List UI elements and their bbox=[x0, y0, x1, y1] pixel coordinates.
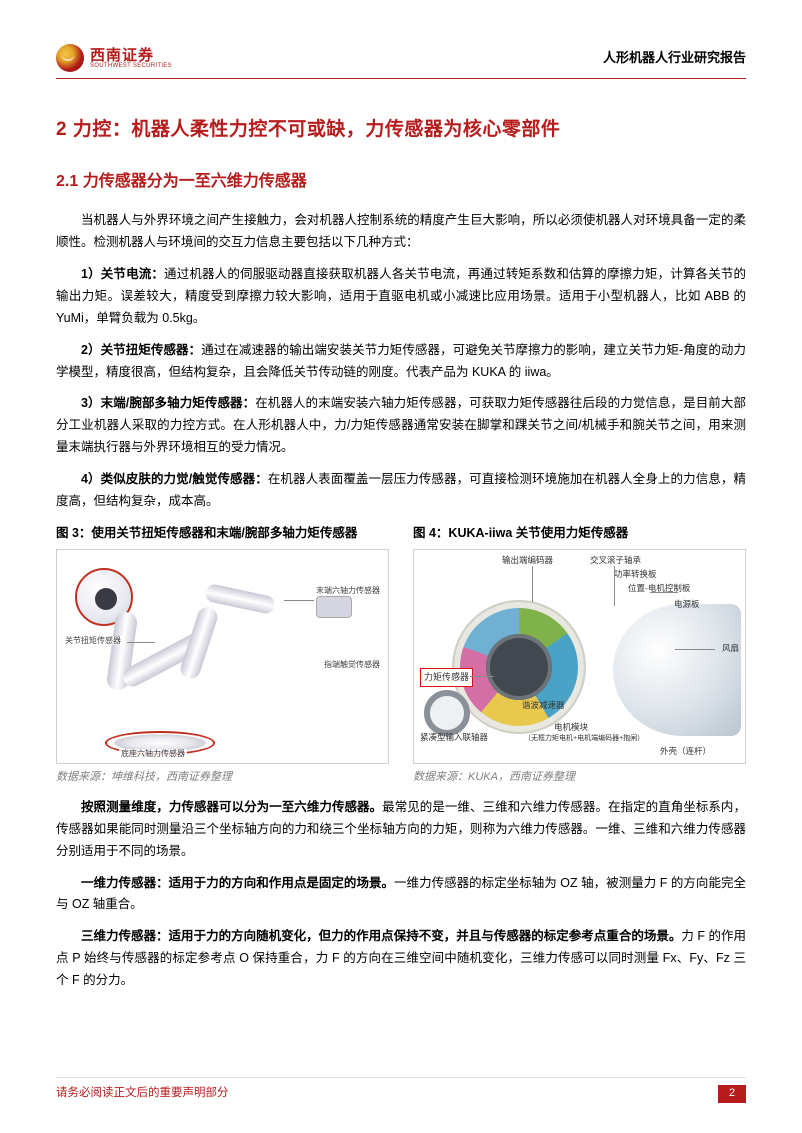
logo-cn: 西南证券 bbox=[90, 48, 172, 63]
figure-4: 图 4：KUKA-iiwa 关节使用力矩传感器 输出端编码器 交叉滚子轴承 功率… bbox=[413, 523, 746, 787]
method-2: 2）关节扭矩传感器：通过在减速器的输出端安装关节力矩传感器，可避免关节摩擦力的影… bbox=[56, 340, 746, 384]
method-4: 4）类似皮肤的力觉/触觉传感器：在机器人表面覆盖一层压力传感器，可直接检测环境施… bbox=[56, 469, 746, 513]
figure-3-title: 图 3：使用关节扭矩传感器和末端/腕部多轴力矩传感器 bbox=[56, 523, 389, 545]
label-power-pcb: 功率转换板 bbox=[614, 570, 657, 579]
method-3: 3）末端/腕部多轴力矩传感器：在机器人的末端安装六轴力矩传感器，可获取力矩传感器… bbox=[56, 393, 746, 459]
logo-en: SOUTHWEST SECURITIES bbox=[90, 63, 172, 69]
method-1-label: 1）关节电流： bbox=[81, 267, 164, 281]
logo-text: 西南证券 SOUTHWEST SECURITIES bbox=[90, 48, 172, 69]
leader-line bbox=[532, 566, 533, 602]
1d-label: 一维力传感器：适用于力的方向和作用点是固定的场景。 bbox=[81, 876, 394, 890]
section-heading: 2 力控：机器人柔性力控不可或缺，力传感器为核心零部件 bbox=[56, 113, 746, 146]
method-2-label: 2）关节扭矩传感器： bbox=[81, 343, 201, 357]
method-1: 1）关节电流：通过机器人的伺服驱动器直接获取机器人各关节电流，再通过转矩系数和估… bbox=[56, 264, 746, 330]
figure-4-caption: 数据来源：KUKA，西南证券整理 bbox=[413, 768, 746, 787]
robot-end-sensor-icon bbox=[316, 596, 352, 618]
figure-4-image: 输出端编码器 交叉滚子轴承 功率转换板 位置-电机控制板 电源板 风扇 外壳（连… bbox=[413, 549, 746, 764]
callout-wrist-touch: 指端触觉传感器 bbox=[322, 660, 382, 670]
logo: 西南证券 SOUTHWEST SECURITIES bbox=[56, 44, 172, 72]
label-power-board: 电源板 bbox=[674, 600, 700, 609]
coupling-ring-icon bbox=[424, 690, 470, 736]
leader-line bbox=[470, 676, 494, 677]
method-3-label: 3）末端/腕部多轴力矩传感器： bbox=[81, 396, 255, 410]
dimension-label: 按照测量维度，力传感器可以分为一至六维力传感器。 bbox=[81, 800, 382, 814]
label-torque-sensor: 力矩传感器 bbox=[420, 668, 473, 688]
joint-shell-icon bbox=[613, 604, 741, 736]
footer-disclaimer: 请务必阅读正文后的重要声明部分 bbox=[56, 1083, 229, 1103]
page-number: 2 bbox=[718, 1085, 746, 1103]
subsection-heading: 2.1 力传感器分为一至六维力传感器 bbox=[56, 168, 746, 196]
leader-line bbox=[675, 649, 715, 650]
label-motor-module: 电机模块 bbox=[554, 723, 588, 732]
page: 西南证券 SOUTHWEST SECURITIES 人形机器人行业研究报告 2 … bbox=[0, 0, 802, 1042]
leader-line bbox=[650, 592, 678, 593]
figure-row: 图 3：使用关节扭矩传感器和末端/腕部多轴力矩传感器 关节扭矩传感器 末端六轴力… bbox=[56, 523, 746, 787]
method-4-label: 4）类似皮肤的力觉/触觉传感器： bbox=[81, 472, 268, 486]
callout-line bbox=[127, 642, 155, 643]
label-motor-note: （无框力矩电机+电机端编码器+抱闸） bbox=[524, 735, 644, 743]
dimension-paragraph: 按照测量维度，力传感器可以分为一至六维力传感器。最常见的是一维、三维和六维力传感… bbox=[56, 797, 746, 863]
page-footer: 请务必阅读正文后的重要声明部分 2 bbox=[56, 1077, 746, 1103]
callout-end-6axis: 末端六轴力传感器 bbox=[314, 586, 382, 596]
label-fan: 风扇 bbox=[722, 644, 739, 653]
logo-icon bbox=[56, 44, 84, 72]
page-header: 西南证券 SOUTHWEST SECURITIES 人形机器人行业研究报告 bbox=[56, 44, 746, 79]
leader-line bbox=[614, 566, 615, 606]
figure-3-image: 关节扭矩传感器 末端六轴力传感器 指端触觉传感器 底座六轴力传感器 bbox=[56, 549, 389, 764]
header-right: 人形机器人行业研究报告 bbox=[603, 47, 746, 70]
callout-joint-torque: 关节扭矩传感器 bbox=[63, 636, 123, 646]
1d-paragraph: 一维力传感器：适用于力的方向和作用点是固定的场景。一维力传感器的标定坐标轴为 O… bbox=[56, 873, 746, 917]
label-cross-roller: 交叉滚子轴承 bbox=[590, 556, 641, 565]
figure-3: 图 3：使用关节扭矩传感器和末端/腕部多轴力矩传感器 关节扭矩传感器 末端六轴力… bbox=[56, 523, 389, 787]
label-harmonic: 谐波减速器 bbox=[522, 701, 565, 710]
label-shell: 外壳（连杆） bbox=[660, 747, 711, 756]
joint-inner-icon bbox=[486, 634, 552, 700]
label-clamp: 紧凑型输入联轴器 bbox=[420, 733, 488, 742]
3d-paragraph: 三维力传感器：适用于力的方向随机变化，但力的作用点保持不变，并且与传感器的标定参… bbox=[56, 926, 746, 992]
figure-3-caption: 数据来源：坤维科技，西南证券整理 bbox=[56, 768, 389, 787]
intro-paragraph: 当机器人与外界环境之间产生接触力，会对机器人控制系统的精度产生巨大影响，所以必须… bbox=[56, 210, 746, 254]
3d-label: 三维力传感器：适用于力的方向随机变化，但力的作用点保持不变，并且与传感器的标定参… bbox=[81, 929, 681, 943]
callout-line bbox=[284, 600, 314, 601]
callout-base-6axis: 底座六轴力传感器 bbox=[119, 749, 187, 759]
label-output-encoder: 输出端编码器 bbox=[502, 556, 553, 565]
figure-4-title: 图 4：KUKA-iiwa 关节使用力矩传感器 bbox=[413, 523, 746, 545]
